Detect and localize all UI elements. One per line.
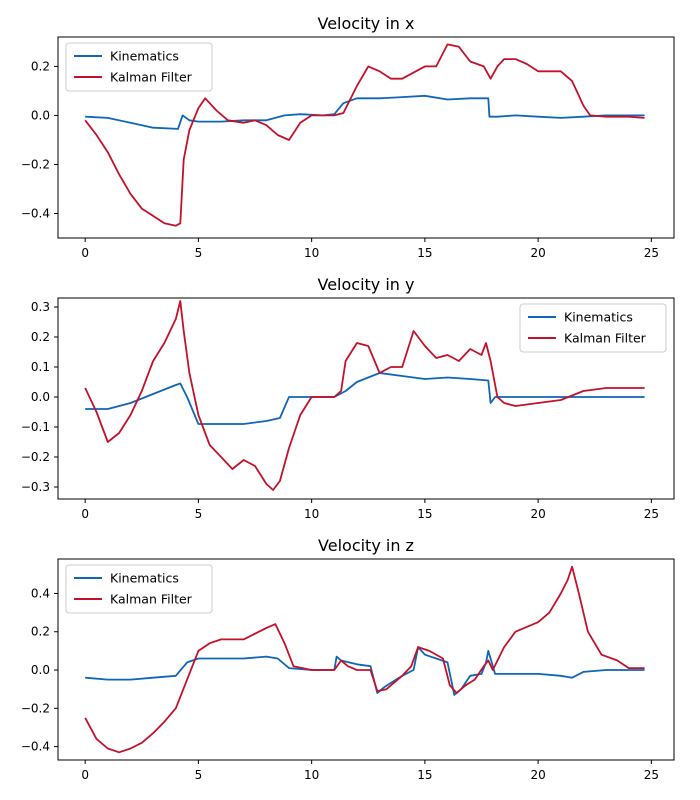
x-tick-label: 0 [81, 246, 89, 260]
axes-frame [57, 297, 675, 500]
y-tick-label: 0.0 [31, 390, 50, 404]
legend-label: Kinematics [564, 310, 633, 325]
y-tick-label: −0.2 [21, 157, 50, 171]
x-tick-label: 10 [304, 246, 319, 260]
legend-label: Kinematics [110, 571, 179, 586]
x-tick-label: 20 [530, 507, 545, 521]
axes-frame [57, 558, 675, 761]
series-line-kinematics [85, 94, 645, 130]
chart-panel-3: Velocity in z 0 5 10 15 20 25 −0.4 −0.2 0.0 0.2 0.4… [21, 536, 675, 782]
legend-label: Kalman Filter [564, 331, 647, 346]
x-tick-label: 5 [195, 246, 203, 260]
chart-title: Velocity in x [318, 14, 415, 33]
y-tick-label: −0.4 [21, 206, 50, 220]
y-tick-label: 0.1 [31, 360, 50, 374]
axes-frame [57, 36, 675, 239]
x-tick-label: 0 [81, 768, 89, 782]
legend: Kinematics Kalman Filter [65, 564, 213, 614]
y-tick-label: 0.2 [31, 330, 50, 344]
x-tick-label: 15 [417, 507, 432, 521]
series-line-kalman-filter [84, 43, 645, 227]
legend-box [519, 303, 667, 353]
x-tick-label: 15 [417, 768, 432, 782]
x-tick-label: 25 [644, 246, 659, 260]
x-tick-label: 15 [417, 246, 432, 260]
x-tick-label: 25 [644, 768, 659, 782]
chart-panel-2: Velocity in y 0 5 10 15 20 25 −0.3 −0.2 −0.1 0.0 0.… [21, 275, 675, 521]
series-line-kinematics [85, 372, 645, 425]
legend-label: Kinematics [110, 49, 179, 64]
y-tick-label: 0.0 [31, 663, 50, 677]
y-tick-label: −0.2 [21, 450, 50, 464]
x-tick-label: 10 [304, 507, 319, 521]
x-tick-label: 5 [195, 507, 203, 521]
x-tick-label: 20 [530, 768, 545, 782]
series-line-kalman-filter [84, 565, 645, 754]
y-tick-label: −0.3 [21, 480, 50, 494]
y-tick-label: 0.2 [31, 625, 50, 639]
legend: Kinematics Kalman Filter [65, 42, 213, 92]
y-tick-label: 0.0 [31, 108, 50, 122]
y-tick-label: −0.2 [21, 701, 50, 715]
chart-panel-1: Velocity in x 0 5 10 15 20 25 −0.4 −0.2 0.0 0.2 Kin… [21, 14, 675, 260]
series-line-kinematics [85, 646, 645, 696]
x-tick-label: 5 [195, 768, 203, 782]
chart-title: Velocity in z [318, 536, 414, 555]
y-tick-label: 0.3 [31, 300, 50, 314]
legend: Kinematics Kalman Filter [519, 303, 667, 353]
y-tick-label: 0.2 [31, 59, 50, 73]
legend-box [65, 42, 213, 92]
x-tick-label: 20 [530, 246, 545, 260]
legend-box [65, 564, 213, 614]
x-tick-label: 25 [644, 507, 659, 521]
series-line-kalman-filter [84, 300, 645, 491]
legend-label: Kalman Filter [110, 70, 193, 85]
y-tick-label: −0.1 [21, 420, 50, 434]
legend-label: Kalman Filter [110, 592, 193, 607]
y-tick-label: 0.4 [31, 586, 50, 600]
chart-title: Velocity in y [318, 275, 415, 294]
y-tick-label: −0.4 [21, 740, 50, 754]
x-tick-label: 10 [304, 768, 319, 782]
x-tick-label: 0 [81, 507, 89, 521]
